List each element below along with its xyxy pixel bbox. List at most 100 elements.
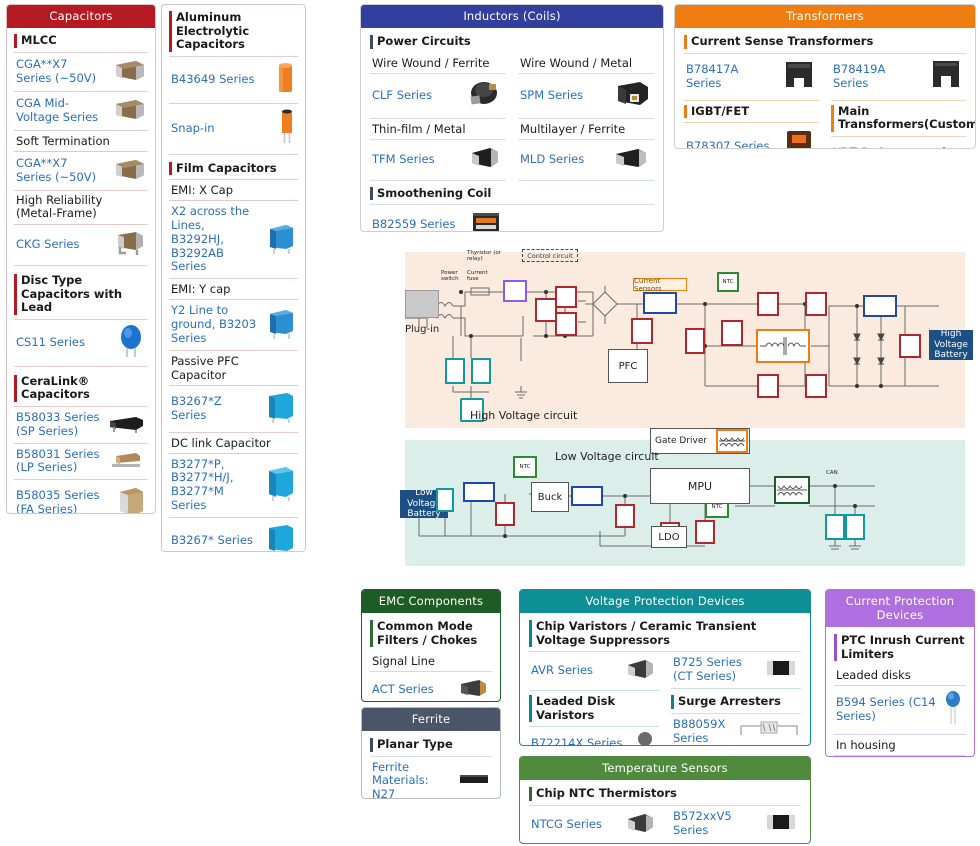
list-item[interactable]: B3277*P, B3277*H/J, B3277*M Series [169, 454, 298, 518]
list-item[interactable]: B88059X Series [671, 714, 801, 745]
link-ntcg[interactable]: NTCG Series [531, 816, 602, 831]
list-item[interactable]: B572xxV5 Series [671, 806, 801, 842]
mlcc-chip-icon [110, 156, 146, 186]
list-item[interactable]: TFM Series [370, 140, 506, 181]
list-item[interactable]: B592 Series (J1 Series) [834, 756, 966, 757]
ceramic-tvs-icon [763, 656, 799, 684]
section-aluminum-electrolytic: Aluminum Electrolytic Capacitors [169, 7, 298, 57]
link-b594[interactable]: B594 Series (C14 Series) [836, 695, 936, 724]
list-item[interactable]: CGA Mid-Voltage Series [14, 92, 148, 131]
pfc-inductor-chip [643, 292, 677, 314]
list-item[interactable]: B58031 Series (LP Series) [14, 444, 148, 481]
bridge-cap-3 [757, 374, 779, 398]
list-item[interactable]: ACT Series [370, 672, 492, 701]
lv-output-cap-1 [615, 504, 635, 528]
link-vdt[interactable]: VDT Series (Contact us) [833, 145, 920, 148]
list-item[interactable]: B43649 Series [169, 57, 298, 104]
link-b725[interactable]: B725 Series (CT Series) [673, 655, 742, 684]
list-item[interactable]: AVR Series [529, 652, 659, 692]
link-cga-mid-voltage[interactable]: CGA Mid-Voltage Series [16, 95, 99, 124]
can-label: CAN [826, 470, 838, 476]
ntc-chip-hv: NTC [717, 272, 739, 292]
list-item[interactable]: Snap-in [169, 104, 298, 155]
list-item[interactable]: Ferrite Materials: N27 [370, 757, 492, 799]
film-cap-icon [264, 306, 296, 344]
mpu-cap [695, 520, 715, 544]
list-item[interactable]: CGA**X7 Series (~50V) [14, 53, 148, 92]
link-snap-in[interactable]: Snap-in [171, 120, 215, 135]
ldo-block: LDO [651, 526, 687, 548]
link-cs11[interactable]: CS11 Series [16, 334, 85, 349]
link-b78419a[interactable]: B78419A Series [833, 61, 886, 90]
list-item[interactable]: B78419A Series [831, 54, 966, 101]
list-item[interactable]: CKG Series [14, 225, 148, 267]
ptc-leaded-disk-icon [942, 690, 964, 730]
list-item[interactable]: CS11 Series [14, 320, 148, 367]
section-smoothening-coil: Smoothening Coil [370, 183, 654, 206]
link-b572xxv5[interactable]: B572xxV5 Series [673, 808, 732, 837]
list-item[interactable]: B58033 Series (SP Series) [14, 407, 148, 444]
list-item[interactable]: SPM Series [518, 74, 654, 119]
list-item[interactable]: B3267*Z Series [169, 386, 298, 433]
gate-driver-transformer-chip [716, 429, 748, 453]
mlcc-chip-icon [110, 96, 146, 126]
varistor-chip-2 [471, 358, 491, 384]
list-item[interactable]: B725 Series (CT Series) [671, 652, 801, 690]
list-item[interactable]: CGA**X7 Series (~50V) [14, 152, 148, 191]
link-y2-line-ground[interactable]: Y2 Line to ground, B3203 Series [171, 303, 257, 345]
film-cap-icon [264, 464, 296, 506]
link-mld[interactable]: MLD Series [520, 151, 585, 166]
link-cga-x7-soft[interactable]: CGA**X7 Series (~50V) [16, 155, 97, 184]
list-item[interactable]: B58035 Series (FA Series) [14, 480, 148, 514]
list-item[interactable]: B82559 Series [370, 205, 505, 232]
link-act[interactable]: ACT Series [372, 682, 434, 697]
link-b78307[interactable]: B78307 Series [686, 139, 770, 149]
list-item[interactable]: X2 across the Lines, B3292HJ, B3292AB Se… [169, 201, 298, 280]
list-item[interactable]: B3267* Series [169, 518, 298, 551]
list-item[interactable]: CLF Series [370, 74, 506, 119]
list-item[interactable]: B594 Series (C14 Series) [834, 686, 966, 736]
list-item[interactable]: MLD Series [518, 140, 654, 181]
panel-emc-components: EMC Components Common Mode Filters / Cho… [361, 589, 501, 702]
link-b43649[interactable]: B43649 Series [171, 71, 255, 86]
link-b3267z[interactable]: B3267*Z Series [171, 393, 222, 422]
link-b72214x[interactable]: B72214X Series (SNF Series) [531, 736, 623, 746]
link-b58031[interactable]: B58031 Series (LP Series) [16, 446, 100, 475]
dc-link-cap-3 [721, 320, 743, 346]
aluminum-cap-icon [274, 61, 296, 99]
link-ckg[interactable]: CKG Series [16, 237, 80, 252]
list-item[interactable]: Y2 Line to ground, B3203 Series [169, 300, 298, 351]
capacitors-left-card: Capacitors MLCC CGA**X7 Series (~50V) CG… [6, 4, 156, 514]
link-b82559[interactable]: B82559 Series [372, 217, 456, 232]
ntc-chip-lv: NTC [513, 456, 537, 478]
ntc-chip-icon [763, 810, 799, 838]
link-b58035[interactable]: B58035 Series (FA Series) [16, 488, 100, 514]
list-item[interactable]: B78307 Series [684, 123, 819, 149]
current-fuse-label: Current fuse [467, 270, 488, 283]
link-avr[interactable]: AVR Series [531, 663, 594, 678]
link-tfm[interactable]: TFM Series [372, 151, 435, 166]
current-sensors-tag: Current Sensors [633, 277, 687, 293]
lv-input-inductor-chip [463, 482, 495, 502]
link-b3277[interactable]: B3277*P, B3277*H/J, B3277*M Series [171, 456, 234, 513]
link-b3267[interactable]: B3267* Series [171, 532, 253, 547]
link-b88059x[interactable]: B88059X Series [673, 716, 726, 745]
link-spm[interactable]: SPM Series [520, 87, 584, 102]
link-ferrite-n27[interactable]: Ferrite Materials: N27 [372, 759, 429, 799]
link-x2-across-lines[interactable]: X2 across the Lines, B3292HJ, B3292AB Se… [171, 204, 250, 274]
section-power-circuits: Power Circuits [370, 31, 654, 53]
list-item[interactable]: B72214X Series (SNF Series) [529, 727, 659, 746]
section-ceralink: CeraLink® Capacitors [14, 371, 148, 407]
panel-current-protection: Current Protection Devices PTC Inrush Cu… [825, 589, 975, 757]
x-cap-chip-1 [535, 298, 557, 322]
link-b58033[interactable]: B58033 Series (SP Series) [16, 409, 100, 438]
inductors-header: Inductors (Coils) [361, 5, 663, 28]
list-item[interactable]: VDT Series (Contact us) [831, 137, 966, 148]
link-b78417a[interactable]: B78417A Series [686, 61, 739, 90]
link-clf[interactable]: CLF Series [372, 87, 433, 102]
mpu-block: MPU [650, 468, 750, 504]
hv-output-cap [899, 334, 921, 358]
link-cga-x7[interactable]: CGA**X7 Series (~50V) [16, 56, 97, 85]
list-item[interactable]: B78417A Series [684, 54, 819, 101]
list-item[interactable]: NTCG Series [529, 806, 659, 843]
